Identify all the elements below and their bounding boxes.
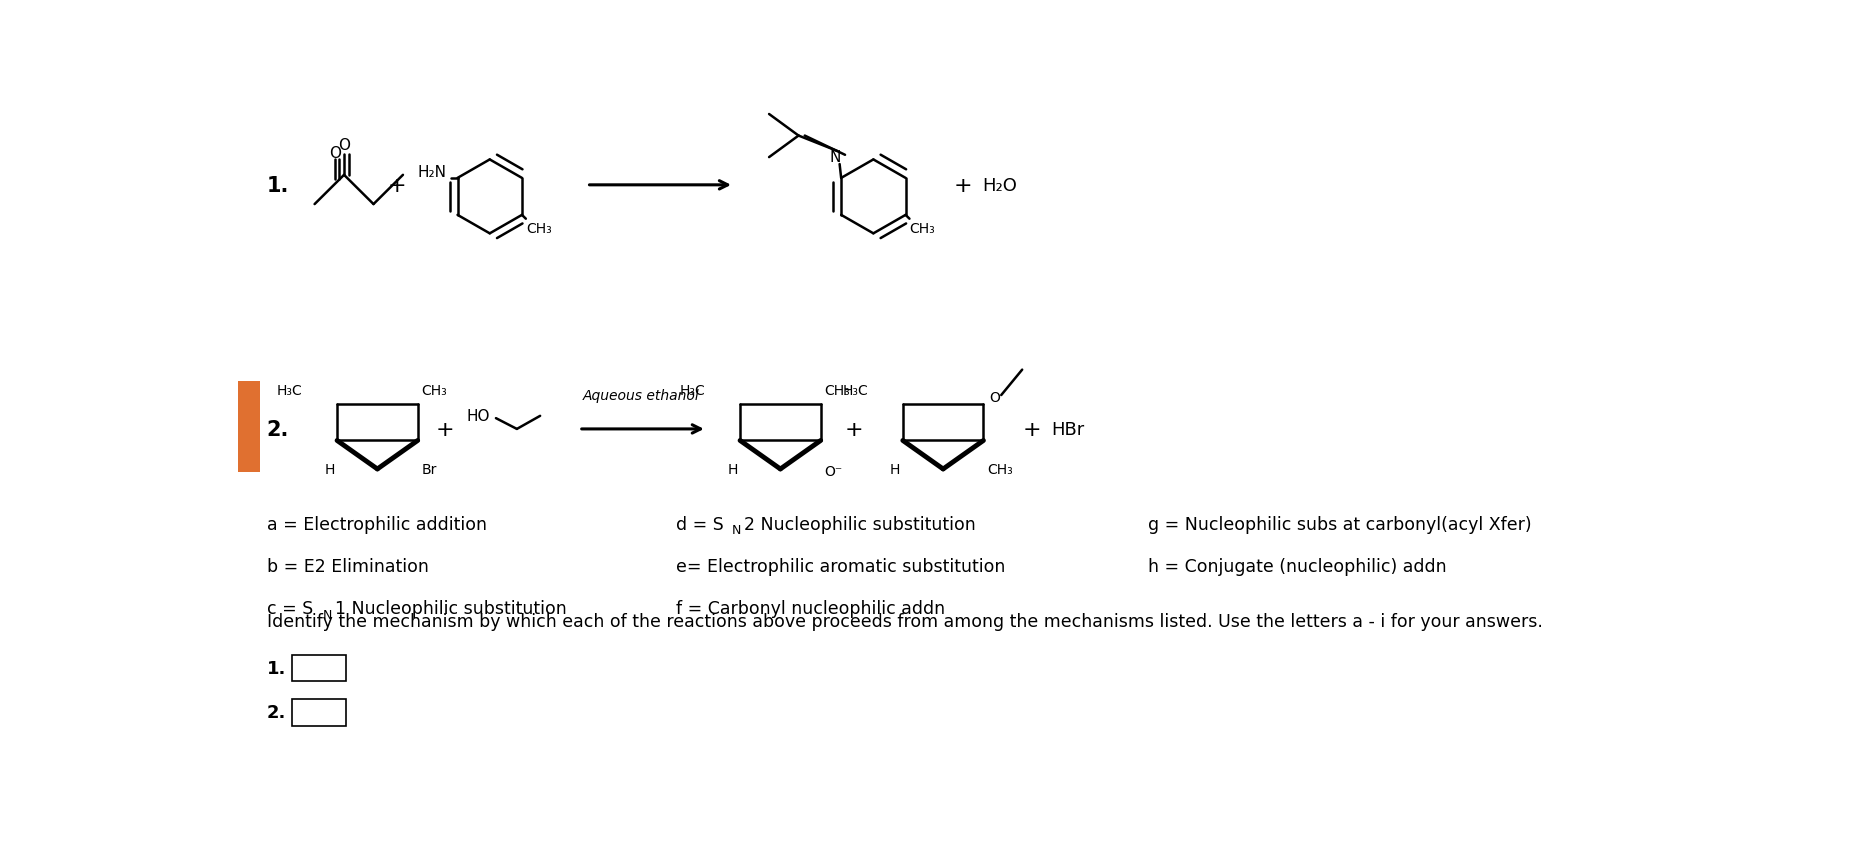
Text: CH₃: CH₃: [526, 222, 552, 236]
Text: a = Electrophilic addition: a = Electrophilic addition: [266, 515, 487, 533]
Text: 1.: 1.: [266, 176, 288, 195]
Bar: [238, 381, 260, 473]
Text: O: O: [339, 138, 350, 152]
Text: O⁻: O⁻: [824, 464, 842, 478]
Text: O: O: [990, 390, 1000, 404]
Text: Br: Br: [421, 462, 436, 476]
Text: e= Electrophilic aromatic substitution: e= Electrophilic aromatic substitution: [676, 557, 1005, 575]
Text: HBr: HBr: [1052, 420, 1086, 438]
Text: H₂N: H₂N: [417, 165, 446, 180]
Text: 2.: 2.: [266, 419, 288, 439]
Text: H: H: [324, 462, 335, 476]
Text: d = S: d = S: [676, 515, 723, 533]
Text: HO: HO: [466, 409, 490, 424]
Text: f = Carbonyl nucleophilic addn: f = Carbonyl nucleophilic addn: [676, 599, 945, 617]
Text: b = E2 Elimination: b = E2 Elimination: [266, 557, 429, 575]
Bar: [292, 699, 346, 727]
Text: O: O: [329, 146, 341, 161]
Text: CH₃: CH₃: [824, 384, 850, 398]
Text: CH₃: CH₃: [910, 222, 936, 236]
Text: 1 Nucleophilic substitution: 1 Nucleophilic substitution: [335, 599, 567, 617]
Text: H: H: [889, 462, 900, 476]
Text: Identify the mechanism by which each of the reactions above proceeds from among : Identify the mechanism by which each of …: [266, 613, 1543, 631]
Text: N: N: [322, 608, 331, 622]
Text: CH₃: CH₃: [987, 462, 1013, 476]
Text: CH₃: CH₃: [421, 384, 447, 398]
Text: +: +: [953, 176, 972, 195]
Text: g = Nucleophilic subs at carbonyl(acyl Xfer): g = Nucleophilic subs at carbonyl(acyl X…: [1149, 515, 1531, 533]
Text: 2 Nucleophilic substitution: 2 Nucleophilic substitution: [743, 515, 975, 533]
Text: H: H: [726, 462, 738, 476]
Text: c = S: c = S: [266, 599, 313, 617]
Text: +: +: [1022, 419, 1041, 439]
Text: 2.: 2.: [266, 703, 286, 722]
Text: H₂O: H₂O: [983, 177, 1016, 195]
Text: N: N: [829, 150, 841, 164]
Text: h = Conjugate (nucleophilic) addn: h = Conjugate (nucleophilic) addn: [1149, 557, 1447, 575]
Text: Aqueous ethanol: Aqueous ethanol: [582, 388, 700, 403]
Text: +: +: [844, 419, 863, 439]
Text: +: +: [388, 176, 406, 195]
Bar: [292, 654, 346, 682]
Text: 1.: 1.: [266, 659, 286, 677]
Text: H₃C: H₃C: [277, 384, 301, 398]
Text: H₃C: H₃C: [680, 384, 706, 398]
Text: H₃C: H₃C: [842, 384, 869, 398]
Text: N: N: [732, 523, 741, 536]
Text: +: +: [436, 419, 455, 439]
